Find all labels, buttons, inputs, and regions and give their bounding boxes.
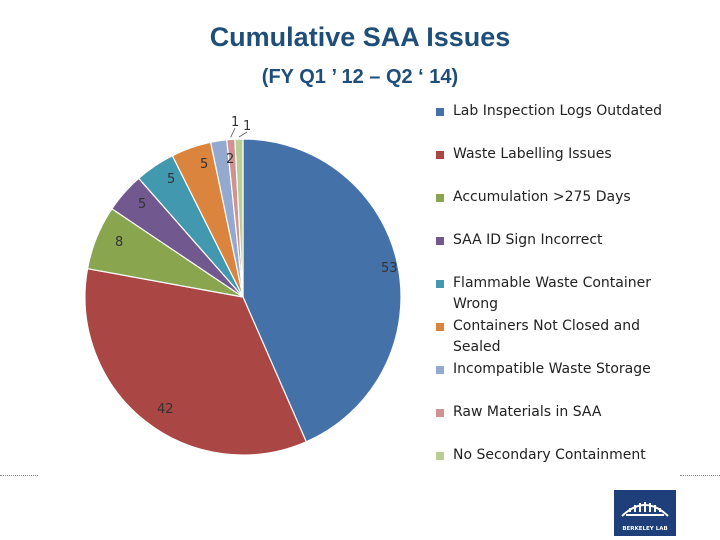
legend-item: SAA ID Sign Incorrect <box>436 232 676 251</box>
chart-subtitle: (FY Q1 ’ 12 – Q2 ‘ 14) <box>261 66 459 88</box>
legend-swatch <box>436 323 444 331</box>
right-divider <box>680 475 720 476</box>
legend-swatch <box>436 366 444 374</box>
left-divider <box>0 475 38 476</box>
legend-item: Lab Inspection Logs Outdated <box>436 103 676 122</box>
legend-label: Raw Materials in SAA <box>453 404 602 420</box>
data-label-2: 42 <box>157 402 174 417</box>
legend-swatch <box>436 409 444 417</box>
pie-slice-9 <box>234 138 244 298</box>
legend-swatch <box>436 151 444 159</box>
data-label-6: 5 <box>200 157 208 172</box>
data-label-7: 2 <box>226 152 234 167</box>
data-label-8: 1 <box>231 115 239 130</box>
lab-building-icon <box>621 502 669 517</box>
legend-label: Accumulation >275 Days <box>453 189 631 205</box>
pie-slice-1 <box>242 138 402 443</box>
legend-item: Containers Not Closed and Sealed <box>436 318 676 358</box>
data-label-1: 53 <box>381 261 398 276</box>
legend-item: Raw Materials in SAA <box>436 404 676 423</box>
data-label-9: 1 <box>243 119 251 134</box>
legend-swatch <box>436 108 444 116</box>
legend-label: No Secondary Containment <box>453 447 646 463</box>
leader-line-8 <box>230 127 236 138</box>
legend-label: Flammable Waste Container Wrong <box>453 275 652 312</box>
chart-title: Cumulative SAA Issues <box>209 22 511 52</box>
legend-swatch <box>436 194 444 202</box>
legend-item: Incompatible Waste Storage <box>436 361 676 380</box>
legend-swatch <box>436 237 444 245</box>
legend-label: Lab Inspection Logs Outdated <box>453 103 663 119</box>
legend-label: SAA ID Sign Incorrect <box>453 232 603 248</box>
data-label-3: 8 <box>115 235 123 250</box>
data-label-5: 5 <box>167 172 175 187</box>
berkeley-lab-logo: BERKELEY LAB <box>614 490 676 536</box>
legend-label: Containers Not Closed and Sealed <box>453 318 640 355</box>
legend-label: Waste Labelling Issues <box>453 146 612 162</box>
leader-line-9 <box>238 131 248 138</box>
pie-slice-2 <box>84 267 308 456</box>
logo-text: BERKELEY LAB <box>622 526 668 532</box>
legend-item: No Secondary Containment <box>436 447 676 466</box>
legend-item: Flammable Waste Container Wrong <box>436 275 676 315</box>
legend-item: Waste Labelling Issues <box>436 146 676 165</box>
legend-label: Incompatible Waste Storage <box>453 361 651 377</box>
legend-swatch <box>436 452 444 460</box>
legend-item: Accumulation >275 Days <box>436 189 676 208</box>
legend-swatch <box>436 280 444 288</box>
data-label-4: 5 <box>138 197 146 212</box>
